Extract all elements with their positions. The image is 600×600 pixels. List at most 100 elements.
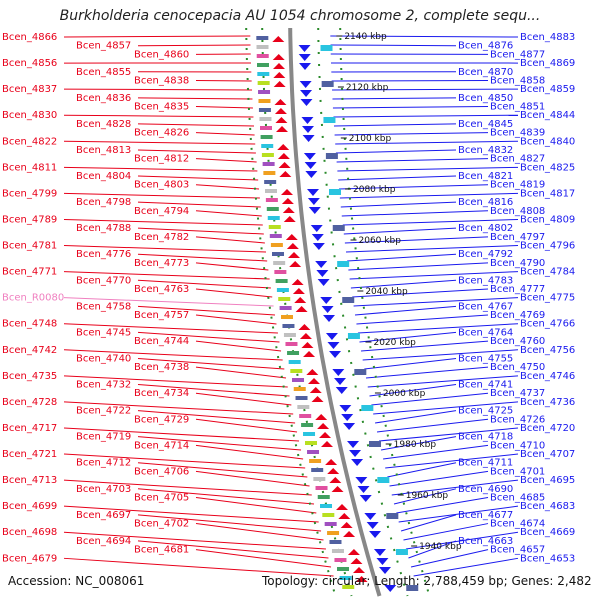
right-leader-line	[387, 462, 457, 478]
forward-gene-arrow	[340, 522, 353, 528]
left-leader-line	[195, 470, 310, 487]
cog-feature-block	[257, 63, 270, 67]
cog-feature-block	[301, 423, 314, 427]
left-gene-label: Bcen_4789	[2, 214, 57, 225]
right-gene-label: Bcen_4784	[520, 267, 575, 278]
forward-gene-arrow	[277, 144, 290, 150]
reverse-gene-arrow	[317, 279, 330, 286]
right-leader-line	[393, 488, 457, 505]
right-gene-label: Bcen_4819	[490, 180, 545, 191]
right-leader-line	[345, 245, 519, 253]
cog-feature-block	[354, 369, 367, 375]
cog-feature-block	[260, 135, 273, 139]
forward-gene-arrow	[288, 252, 301, 258]
forward-gene-arrow	[295, 306, 308, 312]
left-leader-line	[195, 184, 260, 190]
right-gene-label: Bcen_4769	[490, 310, 545, 321]
left-leader-line	[137, 436, 302, 451]
right-gene-label: Bcen_4832	[458, 145, 513, 156]
right-gene-label: Bcen_4746	[520, 371, 575, 382]
left-leader-line	[63, 479, 312, 496]
cog-feature-block	[262, 162, 275, 166]
right-gene-label: Bcen_4858	[490, 75, 545, 86]
forward-gene-arrow	[327, 468, 340, 474]
kbp-tick-label: 2000 kbp	[383, 389, 426, 399]
left-gene-label: Bcen_4728	[2, 397, 57, 408]
left-leader-line	[137, 410, 296, 424]
reverse-gene-arrow	[303, 153, 316, 160]
left-gene-label: Bcen_4798	[76, 197, 131, 208]
right-gene-label: Bcen_4845	[458, 119, 513, 130]
right-leader-line	[344, 236, 489, 244]
reverse-gene-arrow	[315, 261, 328, 268]
reverse-gene-arrow	[307, 198, 320, 205]
reverse-gene-arrow	[301, 117, 314, 124]
left-gene-label: Bcen_4866	[2, 32, 57, 43]
reverse-gene-arrow	[384, 585, 397, 592]
right-gene-label: Bcen_4741	[458, 380, 513, 391]
right-gene-label: Bcen_4674	[490, 519, 545, 530]
right-leader-line	[330, 35, 519, 38]
reverse-gene-arrow	[373, 549, 386, 556]
cog-feature-block	[331, 549, 344, 553]
reverse-gene-arrow	[316, 270, 329, 277]
left-leader-line	[195, 549, 332, 568]
forward-gene-arrow	[308, 378, 321, 384]
right-gene-label: Bcen_4767	[458, 301, 513, 312]
forward-gene-arrow	[336, 504, 349, 510]
right-leader-line	[347, 253, 457, 262]
forward-gene-arrow	[303, 351, 316, 357]
left-gene-label: Bcen_4721	[2, 449, 57, 460]
reverse-gene-arrow	[366, 522, 379, 529]
cog-feature-block	[264, 180, 277, 184]
genome-summary-text: Topology: circular; Length: 2,788,459 bp…	[262, 574, 592, 588]
reverse-gene-arrow	[343, 423, 356, 430]
left-leader-line	[137, 44, 251, 47]
left-gene-label: Bcen_4742	[2, 345, 57, 356]
cog-feature-block	[274, 270, 287, 274]
cog-feature-block	[270, 243, 283, 247]
left-gene-label: Bcen_4856	[2, 58, 57, 69]
right-gene-label: Bcen_4685	[490, 492, 545, 503]
cog-feature-block	[272, 252, 285, 256]
right-leader-line	[385, 453, 519, 469]
reverse-gene-arrow	[304, 162, 317, 169]
forward-gene-arrow	[279, 171, 292, 177]
right-gene-label: Bcen_4737	[490, 388, 545, 399]
right-gene-label: Bcen_4821	[458, 171, 513, 182]
reverse-gene-arrow	[299, 63, 312, 70]
right-gene-label: Bcen_4777	[490, 284, 545, 295]
forward-gene-arrow	[347, 549, 360, 555]
left-gene-label: Bcen_4698	[2, 527, 57, 538]
left-gene-label: Bcen_4830	[2, 110, 57, 121]
left-gene-label: Bcen_4812	[134, 154, 189, 165]
cog-feature-block	[273, 261, 286, 265]
forward-gene-arrow	[272, 54, 285, 60]
cog-feature-block	[281, 315, 294, 319]
right-gene-label: Bcen_4851	[490, 102, 545, 113]
cog-feature-block	[259, 117, 272, 121]
cog-feature-block	[283, 333, 296, 337]
right-leader-line	[375, 410, 457, 424]
right-gene-label: Bcen_4690	[458, 484, 513, 495]
right-leader-line	[396, 496, 489, 514]
cog-feature-block	[256, 54, 269, 58]
right-gene-label: Bcen_4775	[520, 293, 575, 304]
kbp-tick-label: 2100 kbp	[349, 134, 392, 144]
right-gene-label: Bcen_4783	[458, 275, 513, 286]
left-gene-label: Bcen_4763	[134, 284, 189, 295]
reverse-gene-arrow	[357, 486, 370, 493]
left-gene-label: Bcen_4705	[134, 492, 189, 503]
right-leader-line	[335, 140, 519, 145]
left-leader-line	[137, 201, 261, 208]
right-gene-label: Bcen_4720	[520, 423, 575, 434]
cog-feature-block	[327, 531, 340, 535]
left-leader-line	[195, 262, 269, 271]
right-leader-line	[367, 375, 519, 388]
reverse-gene-arrow	[312, 243, 325, 250]
reverse-gene-arrow	[300, 99, 313, 106]
left-leader-line	[137, 357, 285, 370]
right-gene-label: Bcen_4870	[458, 67, 513, 78]
left-gene-label: Bcen_4813	[76, 145, 131, 156]
left-leader-line	[137, 462, 308, 478]
